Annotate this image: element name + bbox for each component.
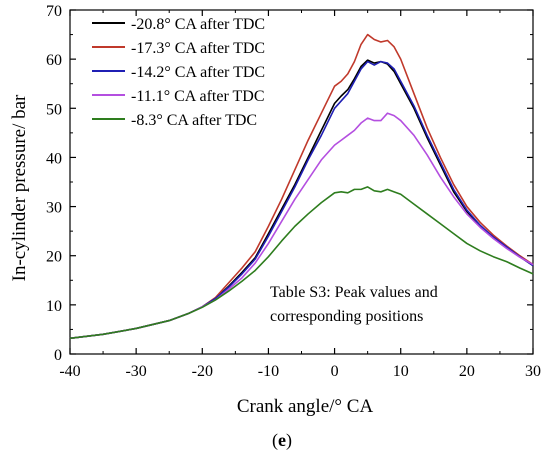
series-line-5 bbox=[69, 186, 534, 340]
y-tick-label: 0 bbox=[54, 347, 62, 364]
annotation-line-2: corresponding positions bbox=[270, 308, 423, 325]
plot-frame bbox=[69, 9, 534, 355]
annotation-line-1: Table S3: Peak values and bbox=[270, 284, 438, 301]
x-axis-title: Crank angle/° CA bbox=[237, 396, 374, 417]
caption-open-paren: ( bbox=[272, 430, 278, 451]
series-lines bbox=[69, 33, 534, 340]
y-tick-label: 70 bbox=[46, 3, 62, 20]
y-axis-title: In-cylinder pressure/ bar bbox=[9, 94, 30, 281]
figure-caption: (e) bbox=[272, 430, 292, 451]
y-axis-ticks: 0 10 20 30 40 50 60 70 bbox=[46, 3, 533, 364]
y-tick-label: 40 bbox=[46, 150, 62, 167]
legend-label-4: -11.1° CA after TDC bbox=[131, 88, 265, 105]
y-tick-label: 10 bbox=[46, 298, 62, 315]
y-tick-label: 30 bbox=[46, 200, 62, 217]
y-tick-label: 60 bbox=[46, 52, 62, 69]
y-tick-label: 20 bbox=[46, 249, 62, 266]
x-axis-ticks: -40 -30 -20 -10 0 10 20 30 bbox=[59, 10, 541, 380]
plot-area bbox=[69, 9, 534, 355]
x-tick-label: 10 bbox=[393, 363, 409, 380]
x-tick-label: 20 bbox=[459, 363, 475, 380]
x-tick-label: 0 bbox=[331, 363, 339, 380]
legend-label-1: -20.8° CA after TDC bbox=[131, 16, 265, 33]
x-tick-label: -10 bbox=[258, 363, 279, 380]
y-tick-label: 50 bbox=[46, 101, 62, 118]
legend-label-2: -17.3° CA after TDC bbox=[131, 40, 265, 57]
x-tick-label: -20 bbox=[192, 363, 213, 380]
series-line-4 bbox=[69, 112, 534, 340]
series-line-3 bbox=[69, 60, 534, 340]
legend-label-5: -8.3° CA after TDC bbox=[131, 112, 257, 129]
x-tick-label: 30 bbox=[525, 363, 541, 380]
caption-close-paren: ) bbox=[286, 430, 292, 451]
legend: -20.8° CA after TDC -17.3° CA after TDC -1… bbox=[92, 16, 265, 129]
x-tick-label: -40 bbox=[59, 363, 80, 380]
legend-label-3: -14.2° CA after TDC bbox=[131, 64, 265, 81]
caption-letter: e bbox=[278, 430, 286, 450]
x-tick-label: -30 bbox=[125, 363, 146, 380]
